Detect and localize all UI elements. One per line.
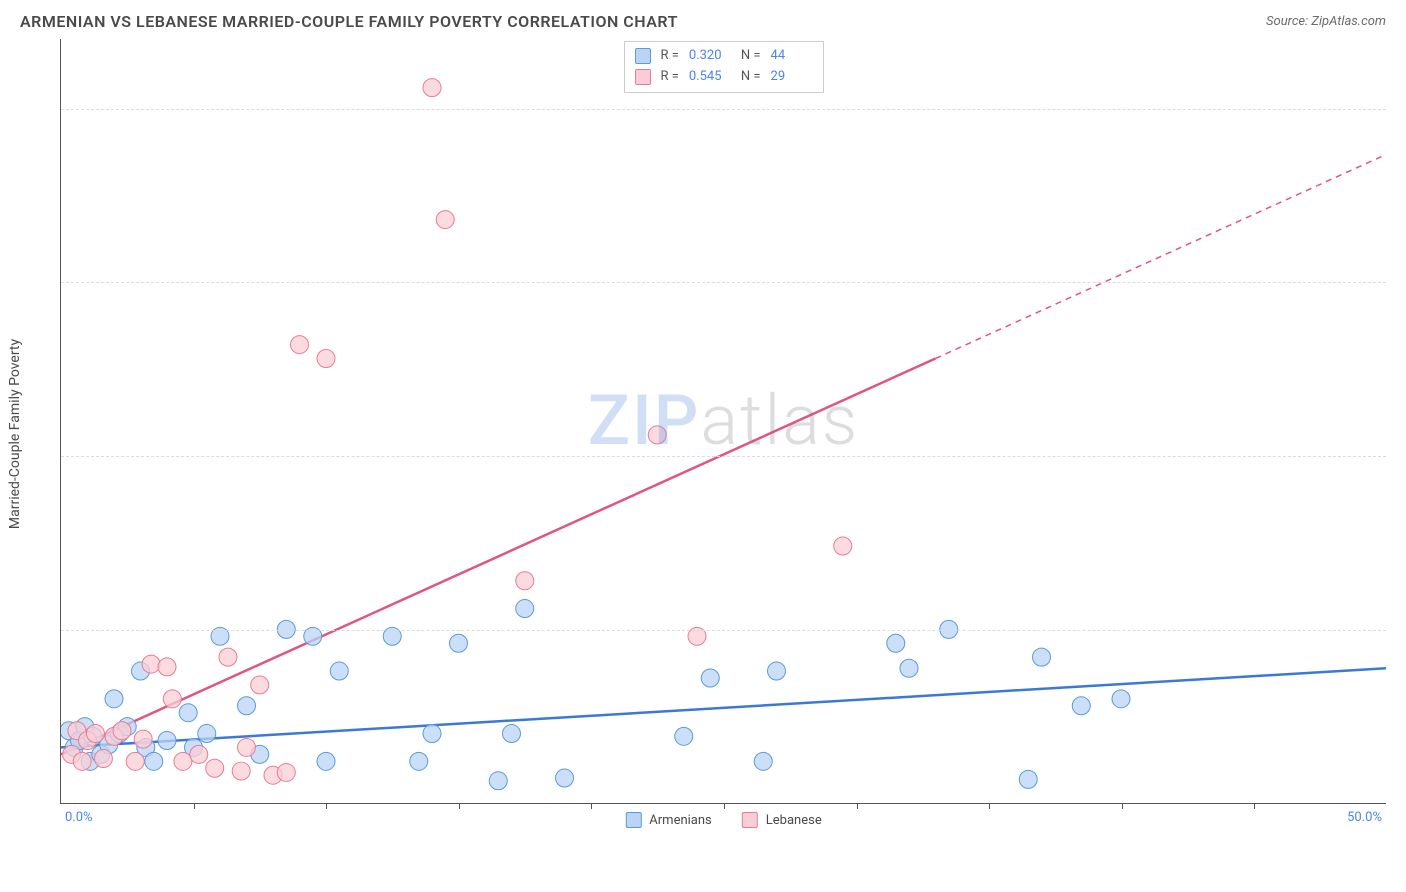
x-tick	[1254, 803, 1255, 809]
swatch-series-1	[634, 69, 650, 85]
x-tick	[857, 803, 858, 809]
y-tick-label: 37.5%	[1391, 275, 1406, 290]
data-point	[423, 725, 441, 743]
correlation-row-0: R = 0.320 N = 44	[634, 46, 812, 67]
x-tick	[724, 803, 725, 809]
r-value-1: 0.545	[689, 67, 731, 88]
data-point	[556, 769, 574, 787]
gridline-h	[61, 282, 1386, 283]
x-tick	[194, 803, 195, 809]
data-point	[317, 350, 335, 368]
x-tick	[989, 803, 990, 809]
chart-container: Married-Couple Family Poverty ZIPatlas R…	[60, 39, 1386, 829]
data-point	[219, 648, 237, 666]
data-point	[251, 676, 269, 694]
legend-swatch-1	[742, 812, 758, 828]
data-point	[163, 690, 181, 708]
data-point	[238, 697, 256, 715]
data-point	[158, 658, 176, 676]
chart-source: Source: ZipAtlas.com	[1266, 14, 1386, 29]
legend-swatch-0	[625, 812, 641, 828]
data-point	[450, 634, 468, 652]
legend-item-1: Lebanese	[742, 812, 822, 828]
data-point	[1072, 697, 1090, 715]
correlation-row-1: R = 0.545 N = 29	[634, 67, 812, 88]
x-axis-start-label: 0.0%	[65, 810, 93, 825]
data-point	[768, 662, 786, 680]
data-point	[126, 752, 144, 770]
correlation-legend: R = 0.320 N = 44 R = 0.545 N = 29	[623, 41, 823, 93]
data-point	[834, 537, 852, 555]
legend-label-0: Armenians	[649, 813, 711, 828]
data-point	[145, 752, 163, 770]
r-label: R =	[660, 67, 678, 88]
data-point	[436, 211, 454, 229]
data-point	[423, 79, 441, 97]
data-point	[232, 762, 250, 780]
data-point	[86, 725, 104, 743]
gridline-h	[61, 630, 1386, 631]
plot-area: ZIPatlas R = 0.320 N = 44 R = 0.545 N = …	[60, 39, 1386, 804]
data-point	[1019, 770, 1037, 788]
data-point	[516, 600, 534, 618]
legend-label-1: Lebanese	[766, 813, 822, 828]
legend-item-0: Armenians	[625, 812, 711, 828]
data-point	[94, 750, 112, 768]
data-point	[489, 772, 507, 790]
data-point	[1033, 648, 1051, 666]
n-label: N =	[741, 67, 761, 88]
x-tick	[326, 803, 327, 809]
data-point	[158, 732, 176, 750]
data-point	[113, 722, 131, 740]
y-tick-label: 50.0%	[1391, 101, 1406, 116]
data-point	[648, 426, 666, 444]
gridline-h	[61, 456, 1386, 457]
chart-header: ARMENIAN VS LEBANESE MARRIED-COUPLE FAMI…	[0, 0, 1406, 39]
data-point	[206, 759, 224, 777]
y-tick-label: 12.5%	[1391, 623, 1406, 638]
data-point	[174, 752, 192, 770]
data-point	[317, 752, 335, 770]
data-point	[503, 725, 521, 743]
data-point	[105, 690, 123, 708]
data-point	[754, 752, 772, 770]
data-point	[134, 730, 152, 748]
chart-title: ARMENIAN VS LEBANESE MARRIED-COUPLE FAMI…	[20, 12, 678, 31]
x-tick	[591, 803, 592, 809]
data-point	[277, 763, 295, 781]
swatch-series-0	[634, 48, 650, 64]
data-point	[1112, 690, 1130, 708]
scatter-points-layer	[61, 39, 1386, 803]
data-point	[900, 659, 918, 677]
data-point	[73, 752, 91, 770]
data-point	[887, 634, 905, 652]
data-point	[410, 752, 428, 770]
data-point	[190, 745, 208, 763]
data-point	[675, 727, 693, 745]
n-label: N =	[741, 46, 761, 67]
y-axis-title: Married-Couple Family Poverty	[7, 339, 23, 529]
y-tick-label: 25.0%	[1391, 449, 1406, 464]
data-point	[291, 336, 309, 354]
n-value-1: 29	[771, 67, 813, 88]
data-point	[330, 662, 348, 680]
x-axis-end-label: 50.0%	[1347, 810, 1382, 825]
x-tick	[459, 803, 460, 809]
gridline-h	[61, 109, 1386, 110]
data-point	[198, 725, 216, 743]
data-point	[516, 572, 534, 590]
series-legend: Armenians Lebanese	[625, 812, 821, 828]
x-tick	[1122, 803, 1123, 809]
r-label: R =	[660, 46, 678, 67]
data-point	[142, 655, 160, 673]
n-value-0: 44	[771, 46, 813, 67]
data-point	[179, 704, 197, 722]
data-point	[238, 738, 256, 756]
data-point	[701, 669, 719, 687]
r-value-0: 0.320	[689, 46, 731, 67]
